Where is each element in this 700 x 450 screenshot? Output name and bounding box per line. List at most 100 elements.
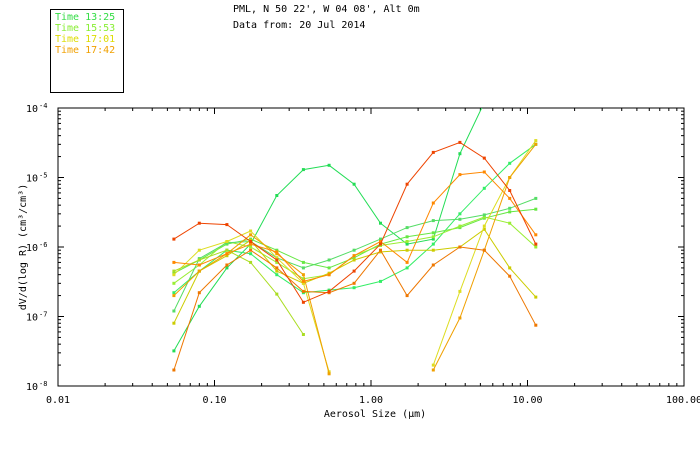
series-point — [379, 248, 382, 252]
series-point — [431, 219, 435, 223]
series-point — [301, 300, 305, 304]
series-line — [432, 140, 537, 366]
y-axis-label: dV/d(log R) (cm³/cm³) — [18, 184, 29, 310]
series-point — [508, 221, 512, 225]
series-point — [534, 233, 538, 237]
series-point — [482, 224, 486, 228]
x-tick-label: 100.00 — [666, 395, 700, 406]
series-point — [405, 235, 409, 239]
series-point — [197, 269, 201, 273]
series-point — [172, 291, 176, 295]
series-point — [458, 245, 462, 249]
series-point — [327, 289, 331, 293]
series-point — [379, 237, 382, 241]
series-point — [352, 248, 356, 252]
series-point — [431, 150, 435, 154]
series-line — [173, 108, 483, 352]
legend-item: Time 17:42 — [55, 45, 116, 56]
series-point — [172, 309, 176, 313]
series-point — [482, 186, 486, 190]
series-point — [275, 269, 279, 273]
series-point — [534, 323, 538, 327]
series-point — [431, 231, 435, 235]
series-point — [405, 242, 409, 246]
series-point — [482, 215, 486, 219]
series-point — [534, 142, 538, 146]
legend-item: Time 15:53 — [55, 23, 116, 34]
series-point — [301, 289, 305, 293]
series-point — [225, 263, 229, 267]
series-point — [458, 140, 462, 144]
series-point — [275, 260, 279, 264]
series-point — [508, 206, 512, 210]
series-point — [405, 182, 409, 186]
series-point — [379, 240, 382, 243]
y-tick-exponent: -4 — [39, 102, 47, 110]
y-tick-label: 10 — [26, 313, 38, 324]
series-point — [431, 235, 435, 239]
series-point — [458, 152, 462, 156]
legend-item: Time 17:01 — [55, 34, 116, 45]
series-point — [275, 250, 279, 254]
series-point — [327, 370, 331, 374]
y-tick-exponent: -6 — [39, 241, 47, 249]
series-point — [431, 237, 435, 241]
series-point — [458, 316, 462, 320]
series-point — [431, 201, 435, 205]
series-point — [172, 294, 176, 298]
series-point — [508, 210, 512, 214]
series-point — [275, 266, 279, 270]
series-point — [197, 263, 201, 267]
series-point — [197, 291, 201, 295]
series-point — [249, 240, 253, 243]
series-point — [458, 289, 462, 293]
series-point — [352, 254, 356, 258]
series-point — [172, 269, 176, 273]
series-point — [197, 248, 201, 252]
y-tick-exponent: -5 — [39, 172, 47, 180]
series-point — [534, 196, 538, 200]
series-point — [482, 156, 486, 160]
series-point — [352, 256, 356, 260]
series-point — [458, 224, 462, 228]
series-point — [197, 258, 201, 262]
series-point — [431, 363, 435, 367]
series-point — [508, 189, 512, 192]
series-point — [431, 263, 435, 267]
series-point — [482, 248, 486, 252]
series-point — [379, 221, 382, 225]
series-point — [172, 368, 176, 372]
series-point — [225, 248, 229, 252]
series-point — [275, 248, 279, 252]
series-point — [431, 368, 435, 372]
series-point — [534, 139, 538, 143]
series-point — [508, 196, 512, 200]
x-tick-label: 0.10 — [202, 395, 226, 406]
series-point — [352, 269, 356, 273]
series-point — [275, 256, 279, 260]
series-point — [352, 286, 356, 290]
x-tick-label: 0.01 — [46, 395, 70, 406]
series-line — [173, 249, 304, 335]
series-point — [225, 223, 229, 227]
series-point — [225, 266, 229, 270]
series-point — [327, 372, 331, 376]
series-point — [508, 266, 512, 270]
series-point — [405, 294, 409, 298]
series-point — [249, 245, 253, 249]
series-point — [405, 260, 409, 264]
series-point — [249, 260, 253, 264]
series-point — [197, 304, 201, 308]
series-point — [508, 176, 512, 179]
series-point — [301, 281, 305, 285]
series-point — [172, 260, 176, 264]
series-point — [301, 279, 305, 283]
series-point — [352, 281, 356, 285]
x-tick-label: 1.00 — [359, 395, 383, 406]
series-point — [275, 273, 279, 277]
series-point — [352, 258, 356, 262]
series-point — [225, 254, 229, 258]
series-point — [172, 273, 176, 277]
chart-location: PML, N 50 22', W 04 08', Alt 0m — [233, 4, 420, 15]
